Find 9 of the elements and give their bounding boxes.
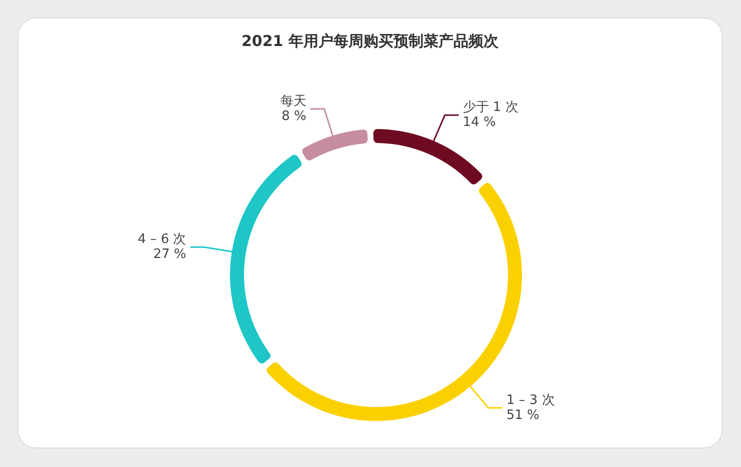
data-label: 14 % [462, 115, 496, 130]
data-label: 51 % [506, 408, 540, 423]
data-label: 8 % [282, 108, 306, 124]
slice-label: 少于 1 次 [462, 100, 518, 116]
data-label: 27 % [153, 247, 186, 262]
slice-label: 4 – 6 次 [138, 232, 186, 248]
slice-label: 每天 [280, 94, 306, 109]
slice-label: 1 – 3 次 [506, 392, 555, 408]
chart-title: 2021 年用户每周购买预制菜产品频次 [242, 32, 500, 50]
